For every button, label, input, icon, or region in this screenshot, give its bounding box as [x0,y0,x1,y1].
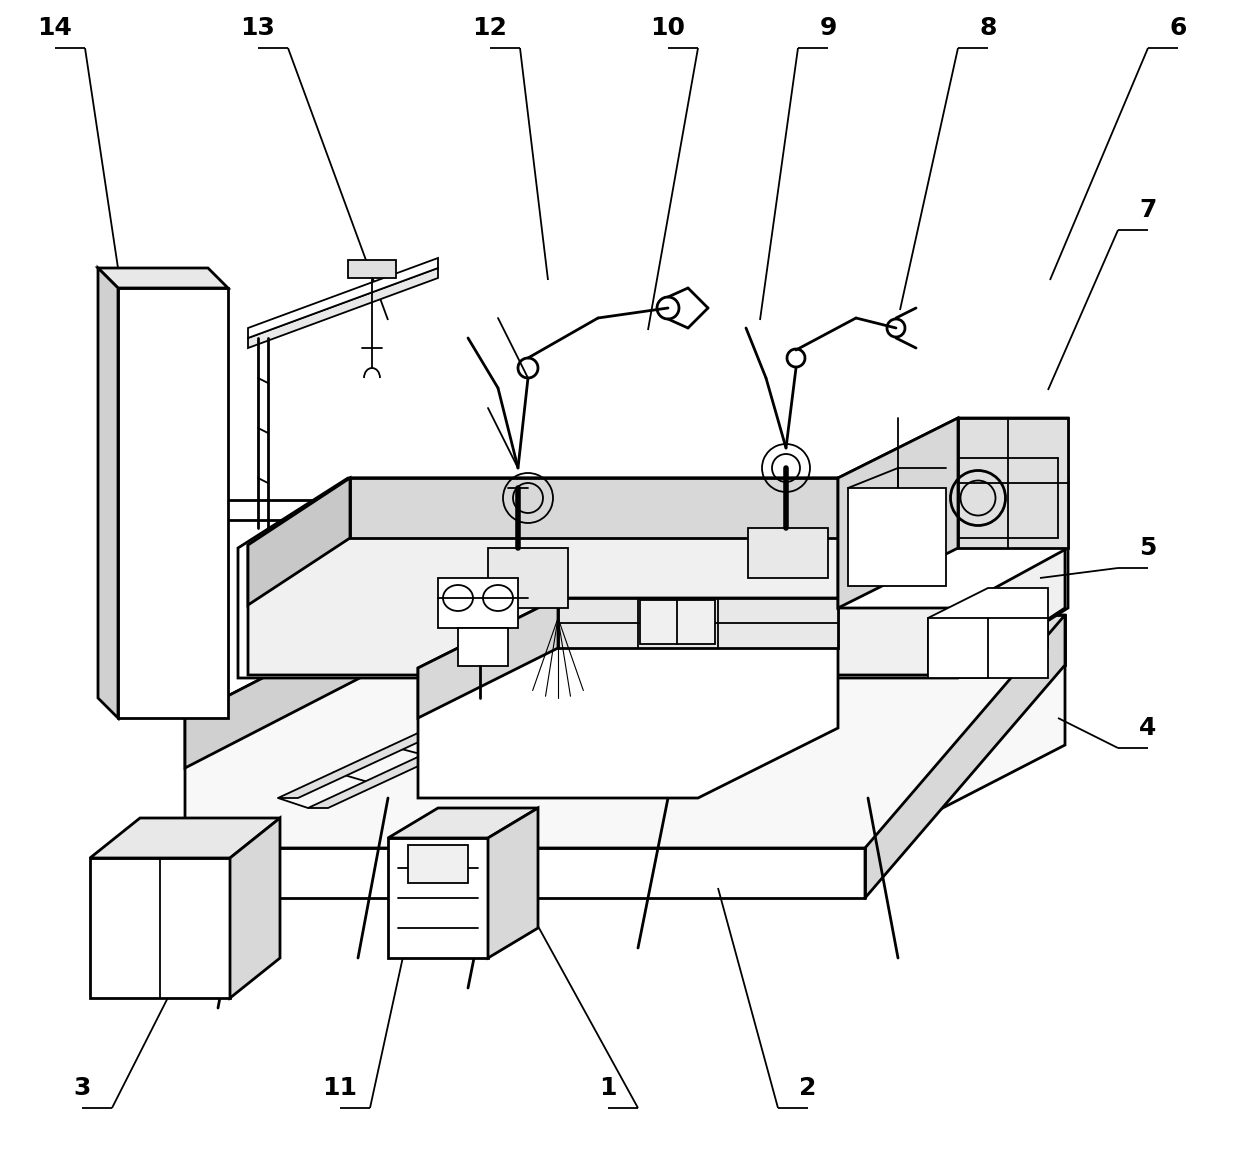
Text: 3: 3 [73,1076,91,1100]
Polygon shape [866,614,1065,898]
Bar [458,628,508,666]
Polygon shape [959,417,1068,548]
Text: 7: 7 [1140,198,1157,222]
Polygon shape [248,258,438,338]
Polygon shape [238,478,1068,677]
Polygon shape [489,808,538,958]
Polygon shape [248,478,1065,675]
Polygon shape [185,614,384,768]
Text: 13: 13 [241,16,275,40]
Text: 11: 11 [322,1076,357,1100]
Text: 14: 14 [37,16,72,40]
Bar [928,618,1048,677]
Polygon shape [438,578,518,628]
Polygon shape [384,614,1065,665]
Text: 6: 6 [1169,16,1187,40]
Polygon shape [489,548,568,607]
Polygon shape [418,598,558,718]
Bar [640,600,715,644]
Polygon shape [838,417,1068,607]
Text: 2: 2 [800,1076,817,1100]
Polygon shape [308,677,608,808]
Text: 5: 5 [1140,536,1157,560]
Text: 8: 8 [980,16,997,40]
Polygon shape [185,614,1065,848]
Polygon shape [229,819,280,998]
Polygon shape [928,588,1048,677]
Polygon shape [748,528,828,578]
Polygon shape [418,598,838,798]
Text: 4: 4 [1140,716,1157,740]
Polygon shape [98,268,118,718]
Text: 12: 12 [472,16,507,40]
Polygon shape [558,598,838,648]
Polygon shape [278,668,578,798]
Text: 9: 9 [820,16,837,40]
Polygon shape [388,838,489,958]
Polygon shape [350,478,1065,538]
Polygon shape [91,819,280,858]
Polygon shape [118,288,228,718]
Polygon shape [91,858,229,998]
Bar [348,260,396,278]
Polygon shape [98,268,228,288]
Polygon shape [838,417,959,607]
Polygon shape [248,268,438,347]
Polygon shape [388,808,538,838]
Bar [408,845,467,883]
Bar [848,489,946,586]
Text: 10: 10 [651,16,686,40]
Text: 1: 1 [599,1076,616,1100]
Polygon shape [248,478,350,605]
